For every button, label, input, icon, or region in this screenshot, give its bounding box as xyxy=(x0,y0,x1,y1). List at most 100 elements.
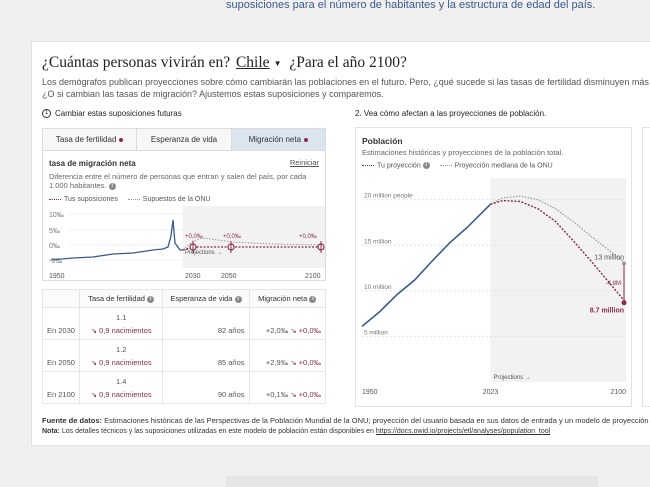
x-tick-label: 2100 xyxy=(610,389,626,396)
assumptions-table: Tasa de fertilidad i Esperanza de vida i… xyxy=(42,289,327,404)
description-line-2: ¿O si cambian las tasas de migración? Aj… xyxy=(42,89,384,99)
y-tick-label: 10 million xyxy=(364,284,392,291)
table-header-fertility: Tasa de fertilidad i xyxy=(78,289,164,308)
panel-description-text: Diferencia entre el número de personas q… xyxy=(49,172,307,190)
legend-user-label: Tu proyección xyxy=(377,162,421,170)
page-title: ¿Cuántas personas vivirán en? Chile ▼ ¿Pa… xyxy=(42,54,407,72)
info-icon[interactable]: i xyxy=(147,295,155,303)
tab-fertility[interactable]: Tasa de fertilidad xyxy=(43,129,138,150)
modified-dot-icon xyxy=(119,137,124,142)
fertility-cell[interactable]: 1.4 ↘ 0,9 nacimientos xyxy=(78,371,164,404)
legend-un-line xyxy=(127,198,140,200)
info-icon[interactable]: i xyxy=(108,182,116,190)
table-corner xyxy=(42,289,80,308)
y-tick-label: 20 million people xyxy=(364,193,413,200)
previous-value: +2,9‰ xyxy=(265,358,289,367)
chart-title: Población xyxy=(362,136,403,146)
migration-cell[interactable]: +2,9‰ ↘ +0,0‰ xyxy=(248,339,327,372)
life-cell[interactable]: 90 años xyxy=(162,371,250,404)
info-icon[interactable]: i xyxy=(234,295,242,303)
changed-value: ↘ +0,0‰ xyxy=(290,390,321,399)
fertility-cell[interactable]: 1.2 ↘ 0,9 nacimientos xyxy=(78,339,164,372)
changed-value: ↘ 0,9 nacimientos xyxy=(90,326,152,335)
panel-description: Diferencia entre el número de personas q… xyxy=(49,172,321,190)
tab-life-expectancy[interactable]: Esperanza de vida xyxy=(137,129,232,150)
historical-migration-line xyxy=(50,219,183,261)
intro-text: suposiciones para el número de habitante… xyxy=(226,0,596,11)
fertility-cell[interactable]: 1.1 ↘ 0,9 nacimientos xyxy=(78,307,164,340)
changed-value: ↘ 0,9 nacimientos xyxy=(90,358,152,367)
legend-user-line xyxy=(49,198,61,200)
row-label: En 2030 xyxy=(42,307,80,340)
series-line-un xyxy=(490,195,627,264)
legend-un-label: Proyección mediana de la ONU xyxy=(454,162,553,170)
point-handle-2030[interactable] xyxy=(189,241,197,253)
info-icon[interactable]: i xyxy=(309,295,317,303)
changed-value: ↘ +0,0‰ xyxy=(290,326,321,335)
note-link[interactable]: https://docs.owid.io/projects/etl/analys… xyxy=(375,428,551,435)
row-label: En 2100 xyxy=(42,371,80,404)
migration-cell[interactable]: +2,0‰ ↘ +0,0‰ xyxy=(248,307,327,340)
table-header-life: Esperanza de vida i xyxy=(162,289,250,308)
previous-value: +2,0‰ xyxy=(265,326,289,335)
step-label: Cambiar estas suposiciones futuras xyxy=(55,109,182,118)
end-label-user: 8.7 million xyxy=(590,308,624,315)
title-suffix: ¿Para el año 2100? xyxy=(289,54,407,71)
previous-value: 1.2 xyxy=(115,345,127,354)
modified-dot-icon xyxy=(304,137,309,142)
note-text: Los detalles técnicos y las suposiciones… xyxy=(61,428,374,435)
end-point-user xyxy=(621,300,627,306)
y-tick-label: 5 million xyxy=(364,329,388,336)
info-icon[interactable]: i xyxy=(422,162,430,169)
legend-user-label: Tus suposiciones xyxy=(64,196,118,203)
step-number: 2. xyxy=(355,109,362,118)
projection-region xyxy=(183,206,325,268)
country-select[interactable]: Chile xyxy=(235,54,270,71)
assumption-tabs: Tasa de fertilidad Esperanza de vida Mig… xyxy=(42,128,326,150)
source-label: Fuente de datos: xyxy=(42,416,103,425)
legend-un-line xyxy=(439,165,452,166)
reset-button[interactable]: Reiniciar xyxy=(289,158,319,167)
previous-value: +0,1‰ xyxy=(265,390,289,399)
bottom-bar xyxy=(226,476,598,487)
x-tick-label: 2030 xyxy=(185,273,201,280)
projection-region xyxy=(490,178,626,382)
difference-label: -4.8M xyxy=(606,281,621,287)
panel-label: tasa de migración neta xyxy=(49,159,136,168)
migration-cell[interactable]: +0,1‰ ↘ +0,0‰ xyxy=(248,371,327,404)
chevron-down-icon[interactable]: ▼ xyxy=(273,58,282,68)
life-cell[interactable]: 85 años xyxy=(162,339,250,372)
y-tick-label: -5‰ xyxy=(49,258,62,265)
migration-panel: tasa de migración neta Reiniciar Diferen… xyxy=(42,150,326,281)
population-plot[interactable]: 20 million people 15 million 10 million 5 m… xyxy=(356,174,632,407)
data-source: Fuente de datos: Estimaciones históricas… xyxy=(42,416,650,425)
secondary-chart-partial xyxy=(642,127,650,407)
x-tick-label: 1950 xyxy=(362,389,378,396)
population-tool-card: ¿Cuántas personas vivirán en? Chile ▼ ¿Pa… xyxy=(31,41,650,446)
step-number: 1 xyxy=(42,109,51,119)
tab-label: Migración neta xyxy=(248,135,302,144)
previous-value: 1.4 xyxy=(115,377,127,386)
legend-user-line xyxy=(362,165,374,166)
chart-subtitle: Estimaciones históricas y proyecciones d… xyxy=(362,148,564,157)
x-tick-label: 1950 xyxy=(49,273,65,280)
series-line-user xyxy=(490,199,627,304)
x-tick-label: 2023 xyxy=(483,389,499,396)
end-point-un xyxy=(622,261,626,266)
previous-value: 1.1 xyxy=(115,313,127,322)
y-tick-label: 0‰ xyxy=(49,243,60,250)
tab-migration[interactable]: Migración neta xyxy=(231,129,325,150)
migration-chart[interactable]: 10‰ 5‰ 0‰ -5‰ +0,0‰ +0,0‰ +0,0‰ 1950 203… xyxy=(43,206,325,281)
panel-legend: Tus suposiciones Supuestos de la ONU xyxy=(49,196,210,203)
life-cell[interactable]: 82 años xyxy=(162,307,250,340)
title-prefix: ¿Cuántas personas vivirán en? xyxy=(42,54,231,71)
y-tick-label: 15 million xyxy=(364,238,392,245)
point-handle-2050[interactable] xyxy=(227,241,235,253)
tab-label: Esperanza de vida xyxy=(150,135,218,144)
step-1-heading: 1 Cambiar estas suposiciones futuras xyxy=(42,109,182,119)
point-handle-2100[interactable] xyxy=(317,241,325,253)
table-row: En 2030 1.1 ↘ 0,9 nacimientos 82 años +2,… xyxy=(42,307,327,340)
row-label: En 2050 xyxy=(42,339,80,372)
step-label: Vea cómo afectan a las proyecciones de p… xyxy=(363,109,547,118)
source-text: Estimaciones históricas de las Perspecti… xyxy=(104,416,650,425)
